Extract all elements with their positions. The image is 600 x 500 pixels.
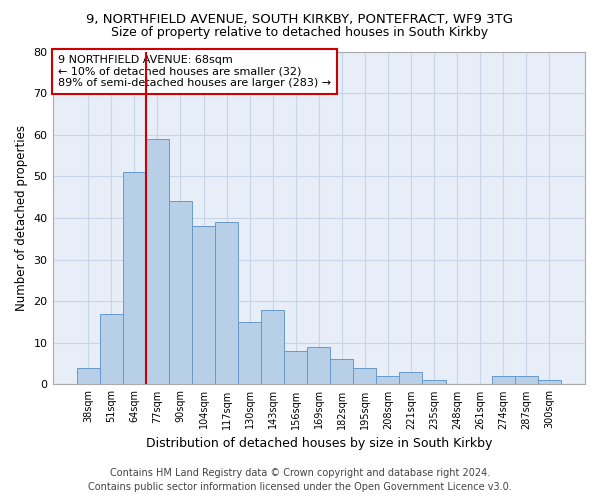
Bar	[400, 372, 422, 384]
Bar	[353, 368, 376, 384]
Bar	[169, 202, 192, 384]
Bar	[146, 139, 169, 384]
Bar	[100, 314, 123, 384]
Text: Contains HM Land Registry data © Crown copyright and database right 2024.
Contai: Contains HM Land Registry data © Crown c…	[88, 468, 512, 492]
Bar	[491, 376, 515, 384]
Bar	[330, 360, 353, 384]
Bar	[376, 376, 400, 384]
Bar	[284, 351, 307, 384]
Bar	[422, 380, 446, 384]
Bar	[192, 226, 215, 384]
Bar	[261, 310, 284, 384]
Bar	[515, 376, 538, 384]
Bar	[215, 222, 238, 384]
Text: Size of property relative to detached houses in South Kirkby: Size of property relative to detached ho…	[112, 26, 488, 39]
Bar	[538, 380, 561, 384]
Bar	[307, 347, 330, 385]
Text: 9, NORTHFIELD AVENUE, SOUTH KIRKBY, PONTEFRACT, WF9 3TG: 9, NORTHFIELD AVENUE, SOUTH KIRKBY, PONT…	[86, 12, 514, 26]
X-axis label: Distribution of detached houses by size in South Kirkby: Distribution of detached houses by size …	[146, 437, 492, 450]
Bar	[123, 172, 146, 384]
Bar	[77, 368, 100, 384]
Y-axis label: Number of detached properties: Number of detached properties	[15, 125, 28, 311]
Text: 9 NORTHFIELD AVENUE: 68sqm
← 10% of detached houses are smaller (32)
89% of semi: 9 NORTHFIELD AVENUE: 68sqm ← 10% of deta…	[58, 55, 331, 88]
Bar	[238, 322, 261, 384]
